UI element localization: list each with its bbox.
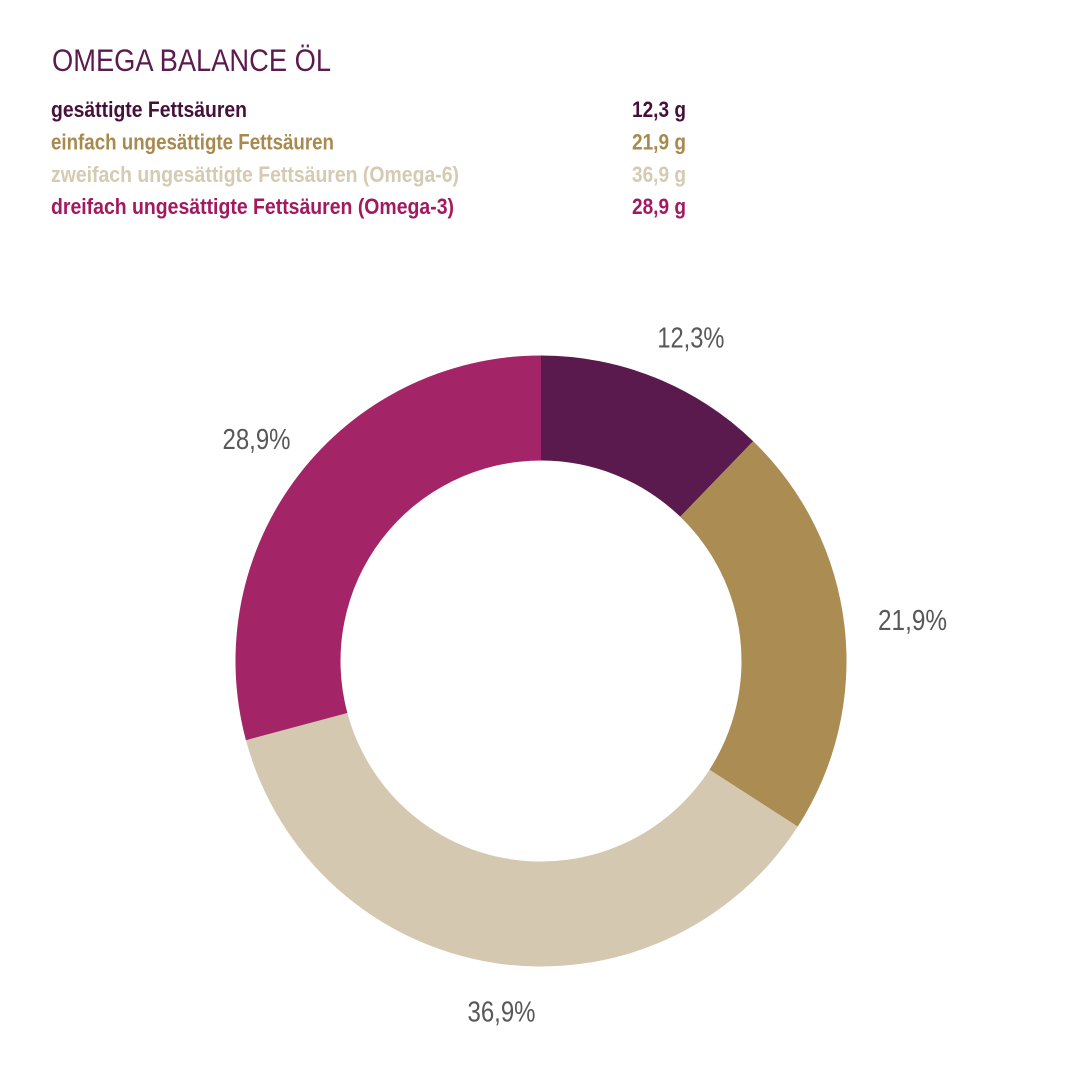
svg-text:zweifach ungesättigte Fettsäur: zweifach ungesättigte Fettsäuren (Omega-… — [51, 162, 459, 187]
svg-text:einfach ungesättigte Fettsäure: einfach ungesättigte Fettsäuren — [51, 129, 334, 154]
svg-text:12,3 g: 12,3 g — [632, 97, 686, 122]
svg-text:12,3%: 12,3% — [657, 323, 724, 355]
svg-text:OMEGA BALANCE ÖL: OMEGA BALANCE ÖL — [52, 42, 331, 78]
svg-text:28,9%: 28,9% — [223, 424, 291, 456]
svg-text:28,9 g: 28,9 g — [632, 194, 686, 219]
svg-text:21,9 g: 21,9 g — [632, 129, 686, 154]
svg-text:36,9 g: 36,9 g — [632, 162, 686, 187]
svg-text:gesättigte Fettsäuren: gesättigte Fettsäuren — [51, 97, 247, 122]
svg-text:dreifach ungesättigte Fettsäur: dreifach ungesättigte Fettsäuren (Omega-… — [51, 194, 454, 219]
svg-text:21,9%: 21,9% — [878, 605, 947, 637]
svg-text:36,9%: 36,9% — [468, 997, 536, 1029]
